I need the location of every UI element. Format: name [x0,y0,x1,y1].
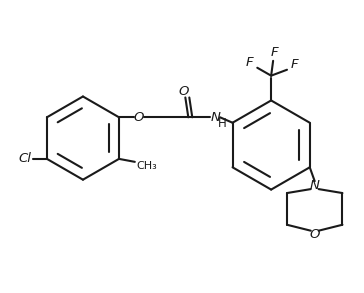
Text: O: O [134,111,144,124]
Text: O: O [309,228,320,241]
Text: N: N [211,111,221,124]
Text: N: N [310,179,320,192]
Text: O: O [178,85,189,98]
Text: F: F [246,56,253,69]
Text: Cl: Cl [19,152,32,165]
Text: F: F [291,58,299,71]
Text: CH₃: CH₃ [136,161,157,171]
Text: F: F [270,46,278,59]
Text: H: H [218,117,226,130]
